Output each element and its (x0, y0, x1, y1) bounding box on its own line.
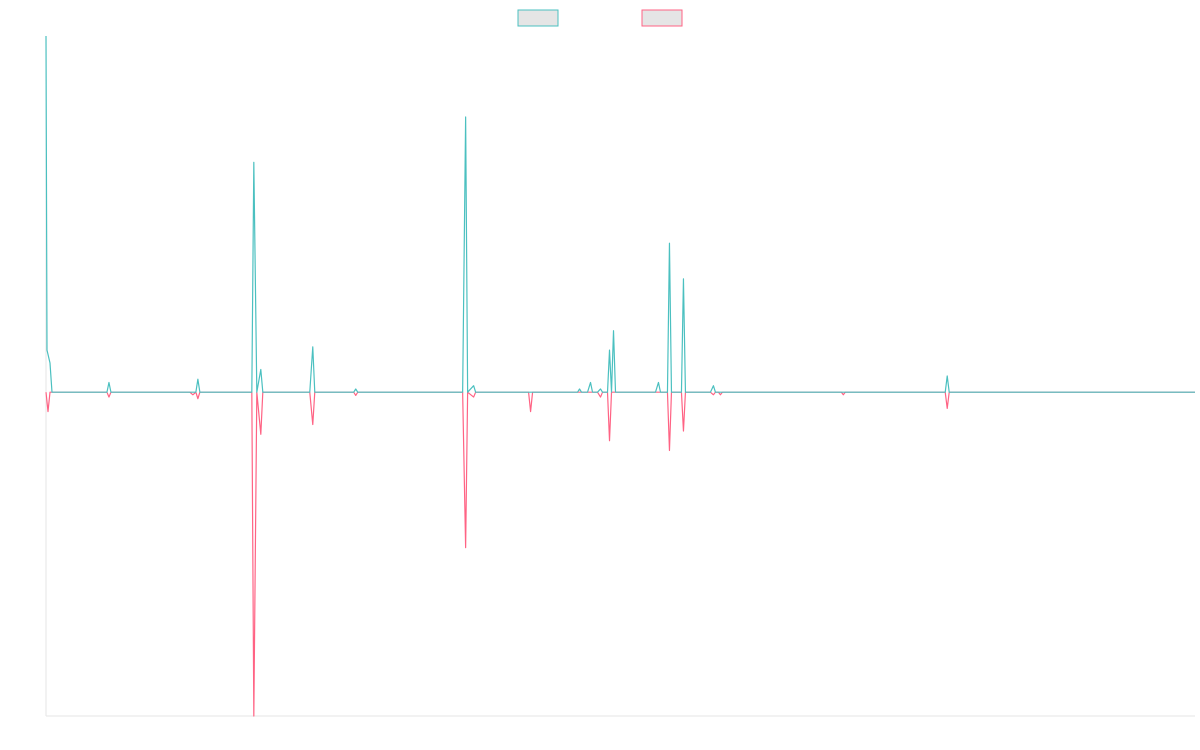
legend (517, 9, 683, 27)
axes (45, 36, 1195, 717)
legend-swatch-series-2 (641, 9, 683, 27)
series-2-line (45, 391, 1195, 717)
series-1-line (45, 35, 1195, 393)
legend-swatch-series-1 (517, 9, 559, 27)
plot-area (45, 35, 1195, 717)
